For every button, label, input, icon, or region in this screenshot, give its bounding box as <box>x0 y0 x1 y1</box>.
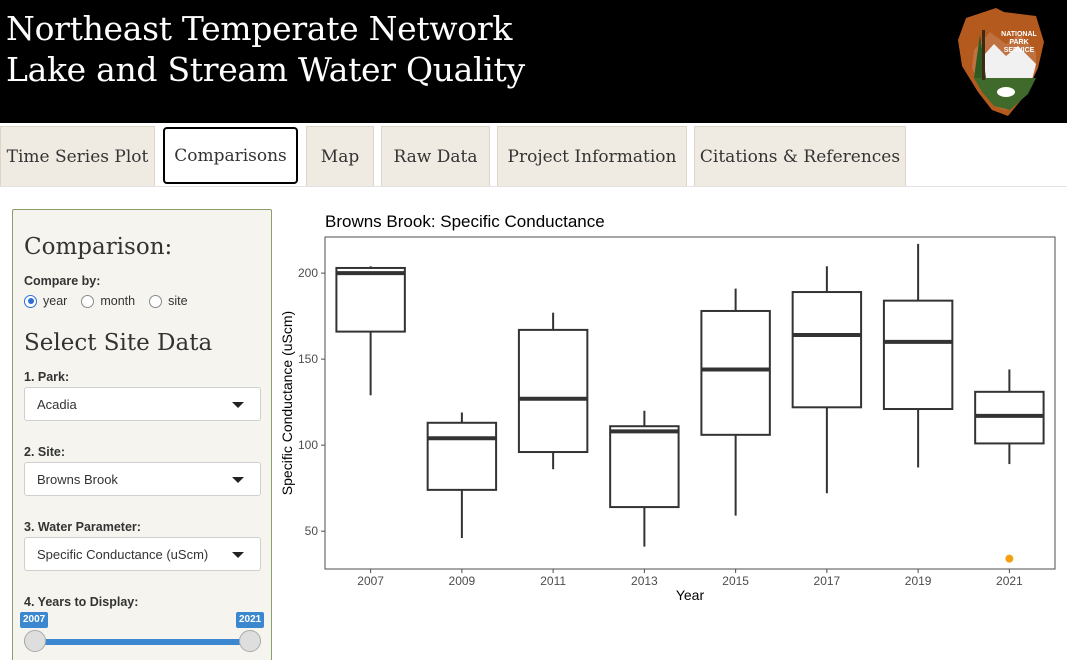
year-max-badge: 2021 <box>236 612 265 628</box>
years-to-display-label: 4. Years to Display: <box>24 595 139 609</box>
x-tick-label-2007: 2007 <box>357 574 384 588</box>
radio-year[interactable] <box>24 294 37 308</box>
tab-comparisons[interactable]: Comparisons <box>163 127 298 184</box>
y-axis-label: Specific Conductance (uScm) <box>279 311 295 495</box>
tab-map[interactable]: Map <box>306 126 374 186</box>
box-2019 <box>882 299 954 411</box>
box-2017 <box>791 291 863 409</box>
compare-option-year[interactable]: year <box>24 294 67 308</box>
water-parameter-select-value: Specific Conductance (uScm) <box>37 546 209 562</box>
site-select[interactable]: Browns Brook <box>24 462 261 496</box>
radio-month[interactable] <box>81 294 95 308</box>
park-select-value: Acadia <box>37 396 77 412</box>
tab-time-series-plot[interactable]: Time Series Plot <box>0 126 155 186</box>
chart-title: Browns Brook: Specific Conductance <box>325 212 605 231</box>
logo-text-3: SERVICE <box>1004 47 1035 54</box>
x-tick-label-2019: 2019 <box>905 574 932 588</box>
tab-citations-references[interactable]: Citations & References <box>694 126 906 186</box>
site-select-value: Browns Brook <box>37 471 118 487</box>
box-2007 <box>335 266 406 333</box>
radio-site[interactable] <box>149 294 163 308</box>
x-axis-label: Year <box>676 587 705 603</box>
select-site-data-heading: Select Site Data <box>24 330 213 356</box>
box-2011 <box>517 328 589 454</box>
y-tick-label-200: 200 <box>298 266 318 280</box>
tab-raw-data[interactable]: Raw Data <box>381 126 490 186</box>
water-parameter-label: 3. Water Parameter: <box>24 520 141 534</box>
app-title: Northeast Temperate Network Lake and Str… <box>6 8 525 90</box>
logo-text-1: NATIONAL <box>1001 31 1037 38</box>
chevron-down-icon <box>232 402 244 408</box>
y-tick-label-150: 150 <box>298 352 318 366</box>
nps-arrowhead-logo: NATIONAL PARK SERVICE <box>958 8 1044 116</box>
year-min-handle[interactable] <box>24 630 46 652</box>
y-tick-label-50: 50 <box>305 524 319 538</box>
compare-option-site[interactable]: site <box>149 294 188 308</box>
x-tick-label-2013: 2013 <box>631 574 658 588</box>
x-tick-label-2009: 2009 <box>449 574 476 588</box>
y-tick-label-100: 100 <box>298 438 318 452</box>
box-2013 <box>609 425 680 509</box>
x-tick-label-2021: 2021 <box>996 574 1023 588</box>
compare-option-month[interactable]: month <box>81 294 135 308</box>
chevron-down-icon <box>232 552 244 558</box>
year-min-badge: 2007 <box>20 612 49 628</box>
comparison-heading: Comparison: <box>24 234 173 260</box>
x-tick-label-2015: 2015 <box>722 574 749 588</box>
outlier-point-2021-0 <box>1005 554 1014 563</box>
chevron-down-icon <box>232 477 244 483</box>
logo-text-2: PARK <box>1009 39 1028 46</box>
park-select[interactable]: Acadia <box>24 387 261 421</box>
boxplot-svg: Browns Brook: Specific Conductance 50 100… <box>279 212 1056 603</box>
water-parameter-select[interactable]: Specific Conductance (uScm) <box>24 537 261 571</box>
app-title-line-1: Northeast Temperate Network <box>6 9 513 48</box>
radio-year-label: year <box>43 294 68 308</box>
sidebar-panel: Comparison: Compare by: year month site … <box>12 209 272 660</box>
tab-bar: Time Series Plot Comparisons Map Raw Dat… <box>0 123 1067 187</box>
compare-by-label: Compare by: <box>24 274 101 288</box>
tab-project-information[interactable]: Project Information <box>497 126 687 186</box>
year-max-handle[interactable] <box>239 630 261 652</box>
app-title-line-2: Lake and Stream Water Quality <box>6 50 525 89</box>
box-2015 <box>700 309 771 436</box>
app-header: Northeast Temperate Network Lake and Str… <box>0 0 1067 123</box>
radio-month-label: month <box>100 294 136 308</box>
x-tick-label-2017: 2017 <box>814 574 841 588</box>
year-range-slider-track[interactable] <box>24 639 242 645</box>
compare-by-radio-group: year month site <box>24 294 202 308</box>
radio-site-label: site <box>168 294 188 308</box>
comparison-boxplot: Browns Brook: Specific Conductance 50 100… <box>276 205 1067 660</box>
site-label: 2. Site: <box>24 445 65 459</box>
x-tick-label-2011: 2011 <box>540 574 566 588</box>
park-label: 1. Park: <box>24 370 70 384</box>
box-2009 <box>426 421 498 491</box>
